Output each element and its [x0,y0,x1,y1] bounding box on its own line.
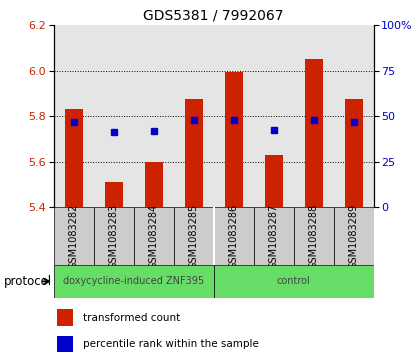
Bar [54,25,94,207]
Text: GSM1083288: GSM1083288 [309,203,319,269]
Bar [214,25,254,207]
Bar [185,99,203,207]
Bar [265,155,283,207]
Bar [57,336,73,352]
Bar [214,207,254,265]
Bar [214,265,374,298]
Title: GDS5381 / 7992067: GDS5381 / 7992067 [144,9,284,23]
Bar [105,182,123,207]
Text: GSM1083283: GSM1083283 [109,203,119,269]
Bar [334,207,374,265]
Text: transformed count: transformed count [83,313,180,323]
Bar [254,25,294,207]
Text: GSM1083286: GSM1083286 [229,203,239,269]
Bar [334,25,374,207]
Text: GSM1083289: GSM1083289 [349,203,359,269]
Bar [134,25,174,207]
Bar [174,25,214,207]
Text: doxycycline-induced ZNF395: doxycycline-induced ZNF395 [63,276,205,286]
Bar [54,207,94,265]
Bar [174,207,214,265]
Bar [65,109,83,207]
Text: GSM1083285: GSM1083285 [189,203,199,269]
Text: protocol: protocol [4,275,52,288]
Text: control: control [277,276,310,286]
Text: GSM1083287: GSM1083287 [269,203,278,269]
Bar [225,72,243,207]
Bar [134,207,174,265]
Bar [54,265,214,298]
Text: GSM1083282: GSM1083282 [69,203,79,269]
Bar [94,25,134,207]
Bar [145,162,163,207]
Bar [254,207,294,265]
Text: GSM1083284: GSM1083284 [149,203,159,269]
Bar [94,207,134,265]
Bar [294,25,334,207]
Text: percentile rank within the sample: percentile rank within the sample [83,339,259,349]
Bar [57,309,73,326]
Bar [305,60,322,207]
Bar [344,99,363,207]
Bar [294,207,334,265]
